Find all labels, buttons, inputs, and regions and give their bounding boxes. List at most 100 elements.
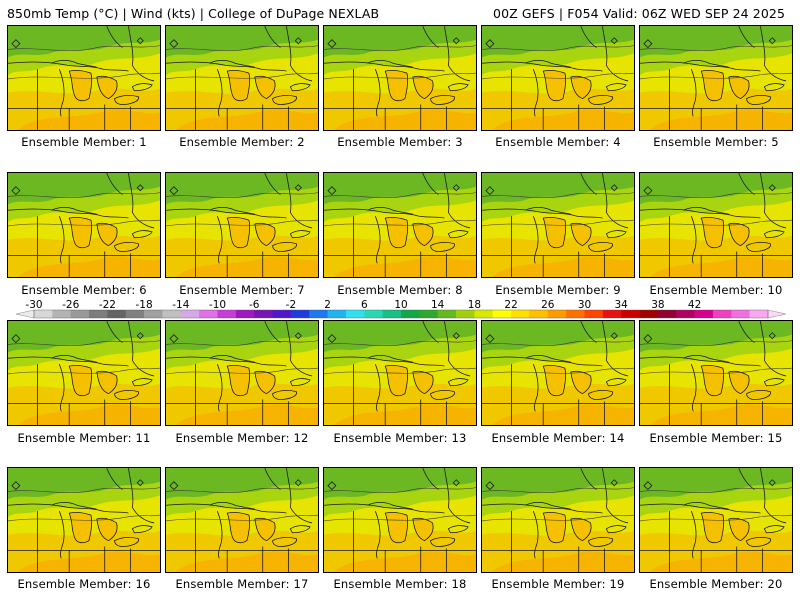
colorbar-tick-label: 10 xyxy=(394,300,407,311)
ensemble-member-label: Ensemble Member: 20 xyxy=(649,577,783,591)
colorbar-segment xyxy=(437,310,457,318)
ensemble-member-label: Ensemble Member: 15 xyxy=(649,431,783,445)
colorbar-segment xyxy=(327,310,347,318)
colorbar-segment xyxy=(217,310,237,318)
ensemble-member-map xyxy=(165,172,319,278)
colorbar-tick-label: -10 xyxy=(209,300,226,311)
colorbar-tick-label: -2 xyxy=(286,300,296,311)
ensemble-member-map xyxy=(639,172,793,278)
colorbar-segment xyxy=(199,310,218,318)
great-lakes-temperature-map xyxy=(8,26,160,130)
colorbar-segment xyxy=(52,310,71,318)
ensemble-member-label: Ensemble Member: 17 xyxy=(175,577,309,591)
colorbar-right-arrow xyxy=(767,309,787,319)
colorbar-segment xyxy=(345,310,365,318)
colorbar-tick-label: 42 xyxy=(688,300,701,311)
colorbar-tick-label: 2 xyxy=(324,300,331,311)
ensemble-member-map xyxy=(7,25,161,131)
colorbar-segment xyxy=(401,310,420,318)
colorbar-segment xyxy=(492,310,512,318)
colorbar-tick-label: 6 xyxy=(361,300,368,311)
colorbar-segment xyxy=(107,310,127,318)
ensemble-member-map xyxy=(639,467,793,573)
colorbar-segment xyxy=(456,310,475,318)
colorbar-segment xyxy=(749,310,769,318)
colorbar-segment xyxy=(125,310,145,318)
great-lakes-temperature-map xyxy=(324,321,476,425)
colorbar-segment xyxy=(70,310,90,318)
ensemble-member-label: Ensemble Member: 14 xyxy=(491,431,625,445)
great-lakes-temperature-map xyxy=(482,321,634,425)
colorbar-segment xyxy=(547,310,567,318)
colorbar-segment xyxy=(602,310,622,318)
ensemble-member-map xyxy=(165,320,319,426)
colorbar-segment xyxy=(34,310,53,318)
colorbar-tick-label: 22 xyxy=(504,300,517,311)
colorbar-segment xyxy=(272,310,292,318)
ensemble-member-label: Ensemble Member: 18 xyxy=(333,577,467,591)
great-lakes-temperature-map xyxy=(324,173,476,277)
colorbar-tick-label: -6 xyxy=(249,300,260,311)
great-lakes-temperature-map xyxy=(482,468,634,572)
great-lakes-temperature-map xyxy=(324,26,476,130)
ensemble-member-label: Ensemble Member: 6 xyxy=(21,283,147,297)
ensemble-member-map xyxy=(7,467,161,573)
great-lakes-temperature-map xyxy=(166,26,318,130)
colorbar-segment xyxy=(419,310,438,318)
colorbar-segment xyxy=(254,310,273,318)
great-lakes-temperature-map xyxy=(166,468,318,572)
ensemble-member-map xyxy=(481,25,635,131)
ensemble-member-label: Ensemble Member: 7 xyxy=(179,283,305,297)
ensemble-member-map xyxy=(639,320,793,426)
ensemble-member-map xyxy=(481,467,635,573)
colorbar-segment xyxy=(89,310,108,318)
colorbar-tick-label: -18 xyxy=(136,300,153,311)
ensemble-member-map xyxy=(165,25,319,131)
ensemble-member-label: Ensemble Member: 8 xyxy=(337,283,463,297)
colorbar-segment xyxy=(566,310,585,318)
colorbar-tick-label: 38 xyxy=(651,300,664,311)
colorbar-tick-label: -14 xyxy=(172,300,189,311)
colorbar-segment xyxy=(382,310,402,318)
colorbar-segment xyxy=(712,310,732,318)
great-lakes-temperature-map xyxy=(8,321,160,425)
colorbar-segment xyxy=(474,310,494,318)
great-lakes-temperature-map xyxy=(8,173,160,277)
ensemble-member-map xyxy=(165,467,319,573)
colorbar-tick-label: 18 xyxy=(468,300,481,311)
ensemble-member-label: Ensemble Member: 3 xyxy=(337,135,463,149)
colorbar-tick-label: -22 xyxy=(99,300,116,311)
ensemble-member-label: Ensemble Member: 4 xyxy=(495,135,621,149)
colorbar-segment xyxy=(639,310,659,318)
ensemble-member-map xyxy=(481,320,635,426)
colorbar-segment xyxy=(364,310,383,318)
model-run-info: 00Z GEFS | F054 Valid: 06Z WED SEP 24 20… xyxy=(493,6,785,21)
temperature-colorbar: -30 -26 -22 -18 -14 -10 -6 -2 2 6 10 14 18 22 26 30 34 38… xyxy=(15,300,787,319)
ensemble-member-map xyxy=(323,172,477,278)
colorbar-segment xyxy=(235,310,255,318)
ensemble-member-label: Ensemble Member: 5 xyxy=(653,135,779,149)
colorbar-tick-label: 34 xyxy=(615,300,629,311)
colorbar-segment xyxy=(144,310,163,318)
colorbar-segment xyxy=(180,310,200,318)
colorbar-tick-label: 26 xyxy=(541,300,555,311)
ensemble-member-map xyxy=(7,320,161,426)
ensemble-member-label: Ensemble Member: 11 xyxy=(17,431,151,445)
map-title: 850mb Temp (°C) | Wind (kts) | College o… xyxy=(7,6,380,21)
great-lakes-temperature-map xyxy=(640,26,792,130)
colorbar-segment xyxy=(290,310,310,318)
great-lakes-temperature-map xyxy=(640,468,792,572)
ensemble-member-label: Ensemble Member: 10 xyxy=(649,283,783,297)
ensemble-member-map xyxy=(481,172,635,278)
ensemble-member-label: Ensemble Member: 16 xyxy=(17,577,151,591)
great-lakes-temperature-map xyxy=(640,321,792,425)
great-lakes-temperature-map xyxy=(482,173,634,277)
great-lakes-temperature-map xyxy=(324,468,476,572)
great-lakes-temperature-map xyxy=(8,468,160,572)
colorbar-outline xyxy=(33,309,769,319)
colorbar-tick-label: -26 xyxy=(62,300,79,311)
ensemble-member-map xyxy=(639,25,793,131)
great-lakes-temperature-map xyxy=(166,173,318,277)
ensemble-member-map xyxy=(7,172,161,278)
ensemble-member-map xyxy=(323,25,477,131)
